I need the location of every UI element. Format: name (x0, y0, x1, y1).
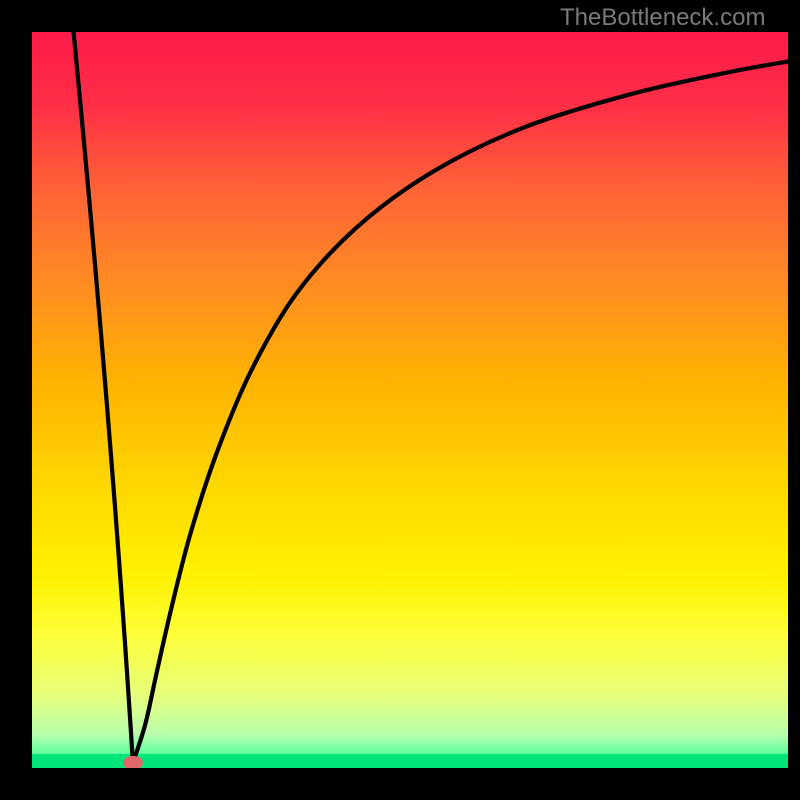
chart-svg (0, 0, 800, 800)
chart-container: { "image": { "width": 800, "height": 800… (0, 0, 800, 800)
watermark-text: TheBottleneck.com (560, 4, 765, 32)
